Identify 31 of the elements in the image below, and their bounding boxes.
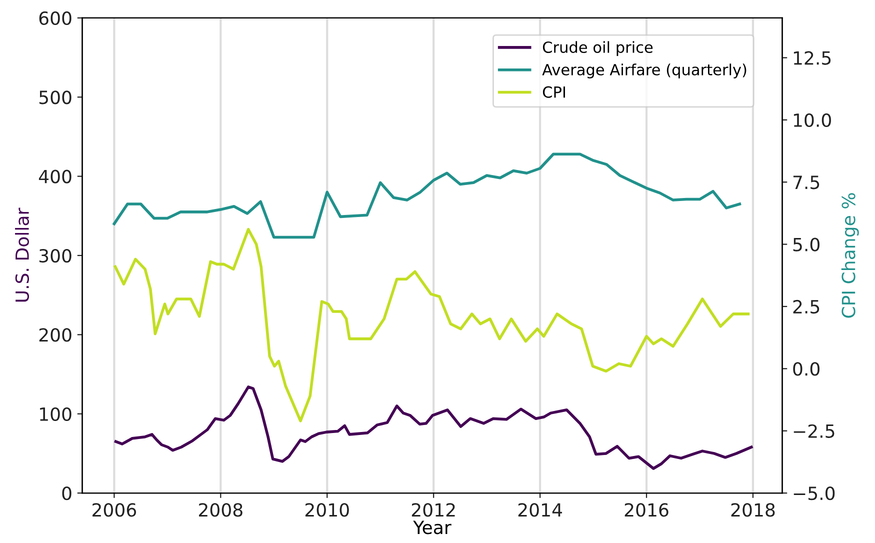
y-tick-label: 600 — [39, 11, 72, 26]
x-tick-label: 2008 — [199, 503, 242, 517]
y-axis-title: U.S. Dollar — [15, 208, 30, 302]
y2-axis-title: CPI Change % — [841, 193, 859, 318]
legend-label: Average Airfare (quarterly) — [542, 64, 746, 78]
x-tick-label: 2014 — [518, 503, 562, 517]
line-series — [114, 228, 750, 422]
x-tick-label: 2010 — [305, 503, 349, 517]
x-tick-label: 2018 — [731, 503, 775, 517]
y2-tick-label: 5.0 — [793, 238, 820, 252]
y-tick-label: 400 — [38, 170, 72, 184]
y-tick-label: 500 — [39, 90, 72, 104]
y2-tick-label: 12.5 — [794, 51, 831, 65]
y2-tick-label: 2.5 — [793, 300, 820, 314]
y2-tick-label: 10.0 — [794, 113, 831, 128]
y2-tick-label: 7.5 — [793, 176, 820, 190]
y2-tick-label: 0.0 — [793, 362, 820, 376]
y2-tick-label: −5.0 — [794, 486, 835, 500]
x-tick-label: 2012 — [412, 503, 455, 517]
legend-label: CPI — [542, 86, 565, 98]
line-series — [114, 386, 753, 470]
x-tick-label: 2016 — [624, 503, 668, 517]
x-tick-label: 2006 — [92, 503, 136, 517]
legend-label: Crude oil price — [542, 41, 653, 56]
y-tick-label: 100 — [40, 407, 72, 421]
y-tick-label: 200 — [39, 328, 72, 342]
y2-tick-label: −2.5 — [794, 424, 834, 438]
y-tick-label: 0 — [62, 486, 72, 500]
y-tick-label: 300 — [39, 248, 72, 263]
line-series — [112, 152, 742, 239]
x-axis-title: Year — [413, 520, 452, 534]
